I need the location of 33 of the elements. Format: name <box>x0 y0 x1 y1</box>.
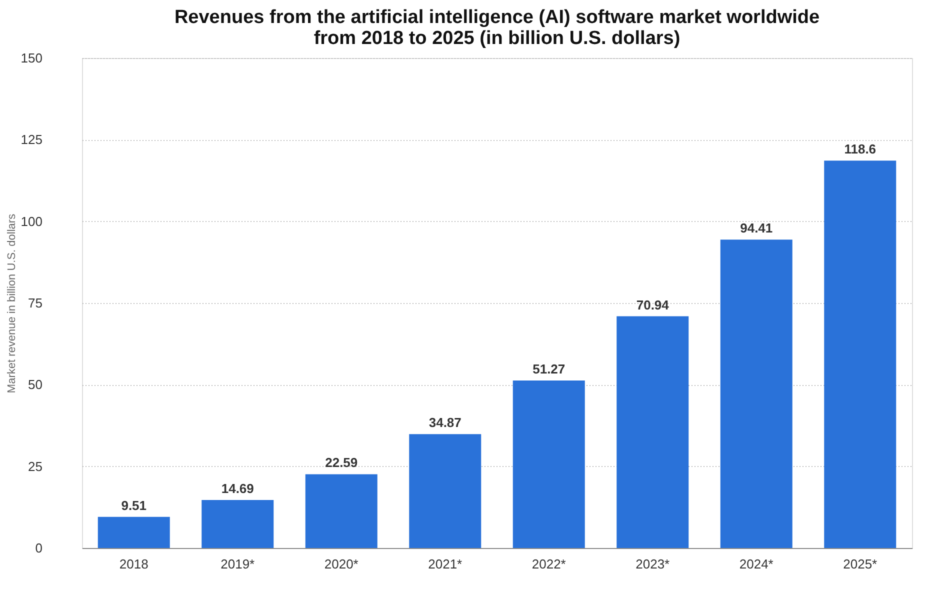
x-tick-label: 2019* <box>220 556 255 572</box>
bar <box>305 474 378 548</box>
data-label: 34.87 <box>428 415 462 430</box>
y-tick-label: 100 <box>20 214 42 229</box>
x-tick-label: 2023* <box>636 556 670 572</box>
y-tick-label: 25 <box>28 458 42 474</box>
bar <box>824 160 896 548</box>
bar <box>512 380 585 548</box>
x-tick-label: 2020* <box>324 556 358 572</box>
bar <box>720 240 792 548</box>
data-label: 14.69 <box>221 481 254 496</box>
data-label: 51.27 <box>532 362 566 377</box>
data-label: 94.41 <box>740 220 773 236</box>
chart-title: Revenues from the artificial intelligence (AI) software market worldwide from 2018 to 2025 (in billion U.S. dollars) <box>174 7 820 49</box>
y-tick-label: 0 <box>35 540 42 556</box>
x-tick-label: 2018 <box>119 556 148 572</box>
data-label: 118.6 <box>844 142 876 157</box>
x-tick-label: 2025* <box>843 556 878 572</box>
x-tick-label: 2024* <box>739 556 774 572</box>
bar <box>98 516 170 548</box>
y-tick-label: 75 <box>28 296 42 310</box>
bar <box>409 434 482 548</box>
data-label: 70.94 <box>636 297 670 312</box>
y-tick-label: 150 <box>20 50 42 66</box>
bar <box>202 500 274 548</box>
x-tick-label: 2021* <box>428 556 462 572</box>
y-tick-label: 125 <box>20 132 42 148</box>
data-label: 22.59 <box>325 455 358 470</box>
x-tick-label: 2022* <box>532 556 566 572</box>
y-tick-label: 50 <box>28 377 42 392</box>
bar <box>616 316 689 548</box>
data-label: 9.51 <box>121 498 147 513</box>
y-axis-title: Market revenue in billion U.S. dollars <box>6 213 18 394</box>
